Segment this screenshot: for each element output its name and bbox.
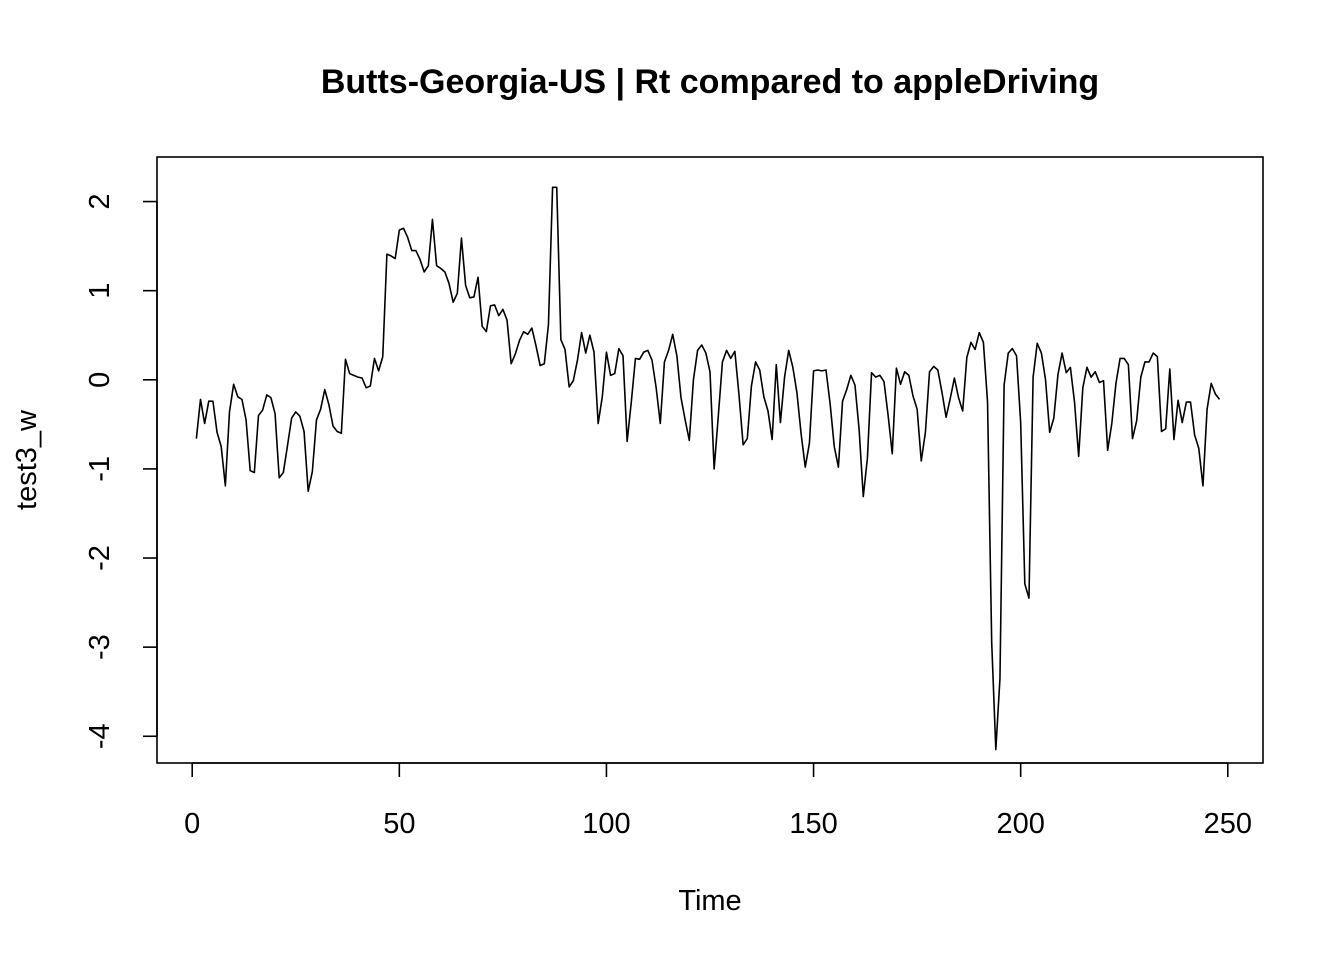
x-tick-label: 50	[383, 808, 415, 840]
x-tick-label: 0	[184, 808, 200, 840]
x-axis-label: Time	[678, 885, 741, 917]
y-tick-label: -2	[84, 545, 116, 571]
y-tick-label: 0	[84, 372, 116, 388]
y-axis: -4 -3 -2 -1 0 1 2	[84, 193, 158, 749]
x-tick-label: 150	[789, 808, 837, 840]
x-axis: 0 50 100 150 200 250	[184, 762, 1252, 840]
y-axis-label: test3_w	[11, 409, 43, 510]
y-tick-label: 2	[84, 193, 116, 209]
x-tick-label: 250	[1204, 808, 1252, 840]
y-tick-label: -1	[84, 456, 116, 482]
series-line	[195, 186, 1221, 751]
x-tick-label: 200	[996, 808, 1044, 840]
plot-area-border	[156, 156, 1264, 764]
y-tick-label: 1	[84, 283, 116, 299]
x-tick-label: 100	[582, 808, 630, 840]
y-tick-label: -3	[84, 634, 116, 660]
y-tick-label: -4	[84, 723, 116, 749]
chart-title: Butts-Georgia-US | Rt compared to appleD…	[321, 63, 1099, 101]
